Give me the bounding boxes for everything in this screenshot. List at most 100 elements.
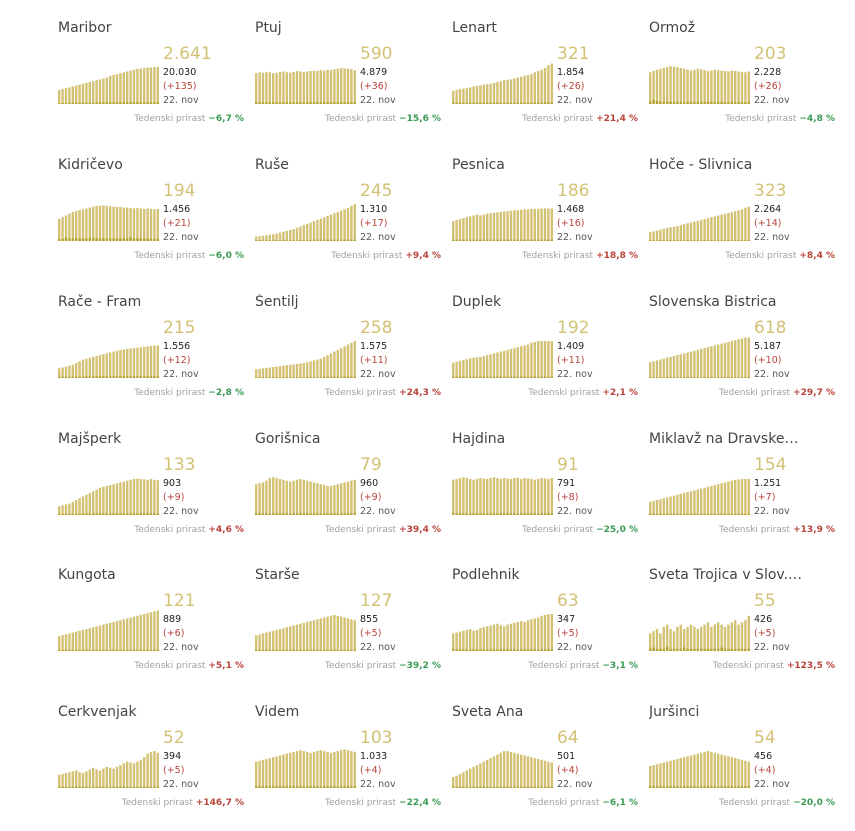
bar-new (523, 513, 526, 515)
date-label: 22. nov (754, 95, 790, 106)
municipality-card: Šentilj 258 1.575 (+11) 22. nov Tedenski prir… (245, 284, 441, 421)
bar-new (479, 513, 482, 515)
bar-new (706, 786, 710, 788)
bar-new (520, 239, 523, 241)
bar-new (533, 376, 536, 378)
bar-total (302, 479, 305, 515)
bar-total (61, 367, 64, 378)
new-cases-value: (+12) (163, 355, 191, 366)
bar-total (520, 346, 523, 378)
bar-new (292, 786, 295, 788)
bar-new (689, 786, 693, 788)
bar-total (278, 629, 282, 651)
bar-new (475, 786, 479, 788)
bar-new (652, 100, 655, 104)
bar-total (109, 75, 112, 104)
bar-total (513, 752, 516, 788)
bar-new (482, 513, 485, 515)
bar-new (506, 239, 509, 241)
municipality-card: Kungota 121 889 (+6) 22. nov Tedenski prirast… (48, 557, 244, 694)
active-cases-value: 618 (754, 318, 787, 338)
bar-total (533, 208, 536, 241)
bar-total (292, 71, 295, 104)
bar-total (122, 349, 125, 378)
bar-total (58, 89, 61, 104)
bar-new (475, 513, 479, 515)
bar-new (353, 102, 356, 104)
bar-new (353, 649, 356, 651)
bar-total (710, 346, 713, 378)
bar-total (662, 626, 665, 651)
weekly-growth-label: Tedenski prirast (325, 798, 397, 808)
bar-total (747, 71, 750, 104)
weekly-growth: Tedenski prirast +29,7 % (719, 388, 835, 398)
bar-new (700, 101, 703, 104)
bar-new (479, 102, 482, 104)
bar-new (503, 786, 506, 788)
bar-chart (255, 204, 356, 241)
bar-total (693, 626, 696, 651)
active-cases-value: 321 (557, 44, 590, 64)
bar-new (506, 102, 509, 104)
bar-new (282, 102, 285, 104)
bar-total (462, 772, 465, 788)
bar-new (115, 238, 119, 241)
bar-new (659, 101, 662, 104)
municipality-card: Rače - Fram 215 1.556 (+12) 22. nov Tedenski … (48, 284, 244, 421)
total-cases-value: 1.251 (754, 478, 782, 489)
bar-total (64, 366, 68, 378)
bar-new (285, 786, 288, 788)
bar-total (75, 770, 78, 788)
bar-new (516, 239, 519, 241)
bar-new (710, 513, 713, 515)
bar-total (703, 70, 706, 104)
bar-total (452, 90, 455, 104)
bar-new (326, 376, 329, 378)
bar-new (336, 239, 339, 241)
bar-new (105, 649, 108, 651)
bar-total (126, 618, 129, 651)
bar-new (530, 239, 533, 241)
bar-chart (452, 614, 553, 651)
bar-new (336, 513, 339, 515)
bar-total (465, 359, 468, 378)
bar-new (285, 649, 288, 651)
weekly-growth-value: +24,3 % (399, 388, 441, 398)
bar-total (543, 208, 547, 241)
bar-total (316, 751, 319, 788)
bar-new (475, 239, 479, 241)
bar-total (727, 71, 730, 104)
bar-total (350, 751, 353, 788)
bar-total (700, 69, 703, 104)
bar-new (98, 786, 102, 788)
bar-new (323, 239, 326, 241)
weekly-growth-label: Tedenski prirast (522, 251, 594, 261)
bar-new (309, 240, 312, 241)
bar-new (326, 102, 329, 104)
bar-new (458, 102, 462, 104)
bar-new (112, 786, 115, 788)
bar-total (509, 623, 513, 651)
bar-new (683, 377, 686, 378)
bar-new (98, 376, 102, 378)
bar-total (81, 83, 85, 104)
bar-new (727, 786, 730, 788)
total-cases-value: 1.310 (360, 204, 388, 215)
bar-new (333, 376, 336, 378)
bar-new (679, 648, 682, 651)
bar-total (550, 614, 553, 651)
bar-new (499, 513, 502, 515)
bar-new (489, 376, 492, 378)
bar-new (295, 649, 299, 651)
bar-total (306, 621, 309, 651)
bar-new (139, 649, 142, 651)
bar-total (132, 616, 136, 651)
bar-chart (58, 345, 159, 378)
bar-total (312, 620, 316, 651)
bar-total (717, 484, 720, 515)
weekly-growth: Tedenski prirast +123,5 % (713, 661, 835, 671)
bar-total (662, 228, 665, 241)
bar-new (696, 101, 699, 104)
bar-new (109, 376, 112, 378)
